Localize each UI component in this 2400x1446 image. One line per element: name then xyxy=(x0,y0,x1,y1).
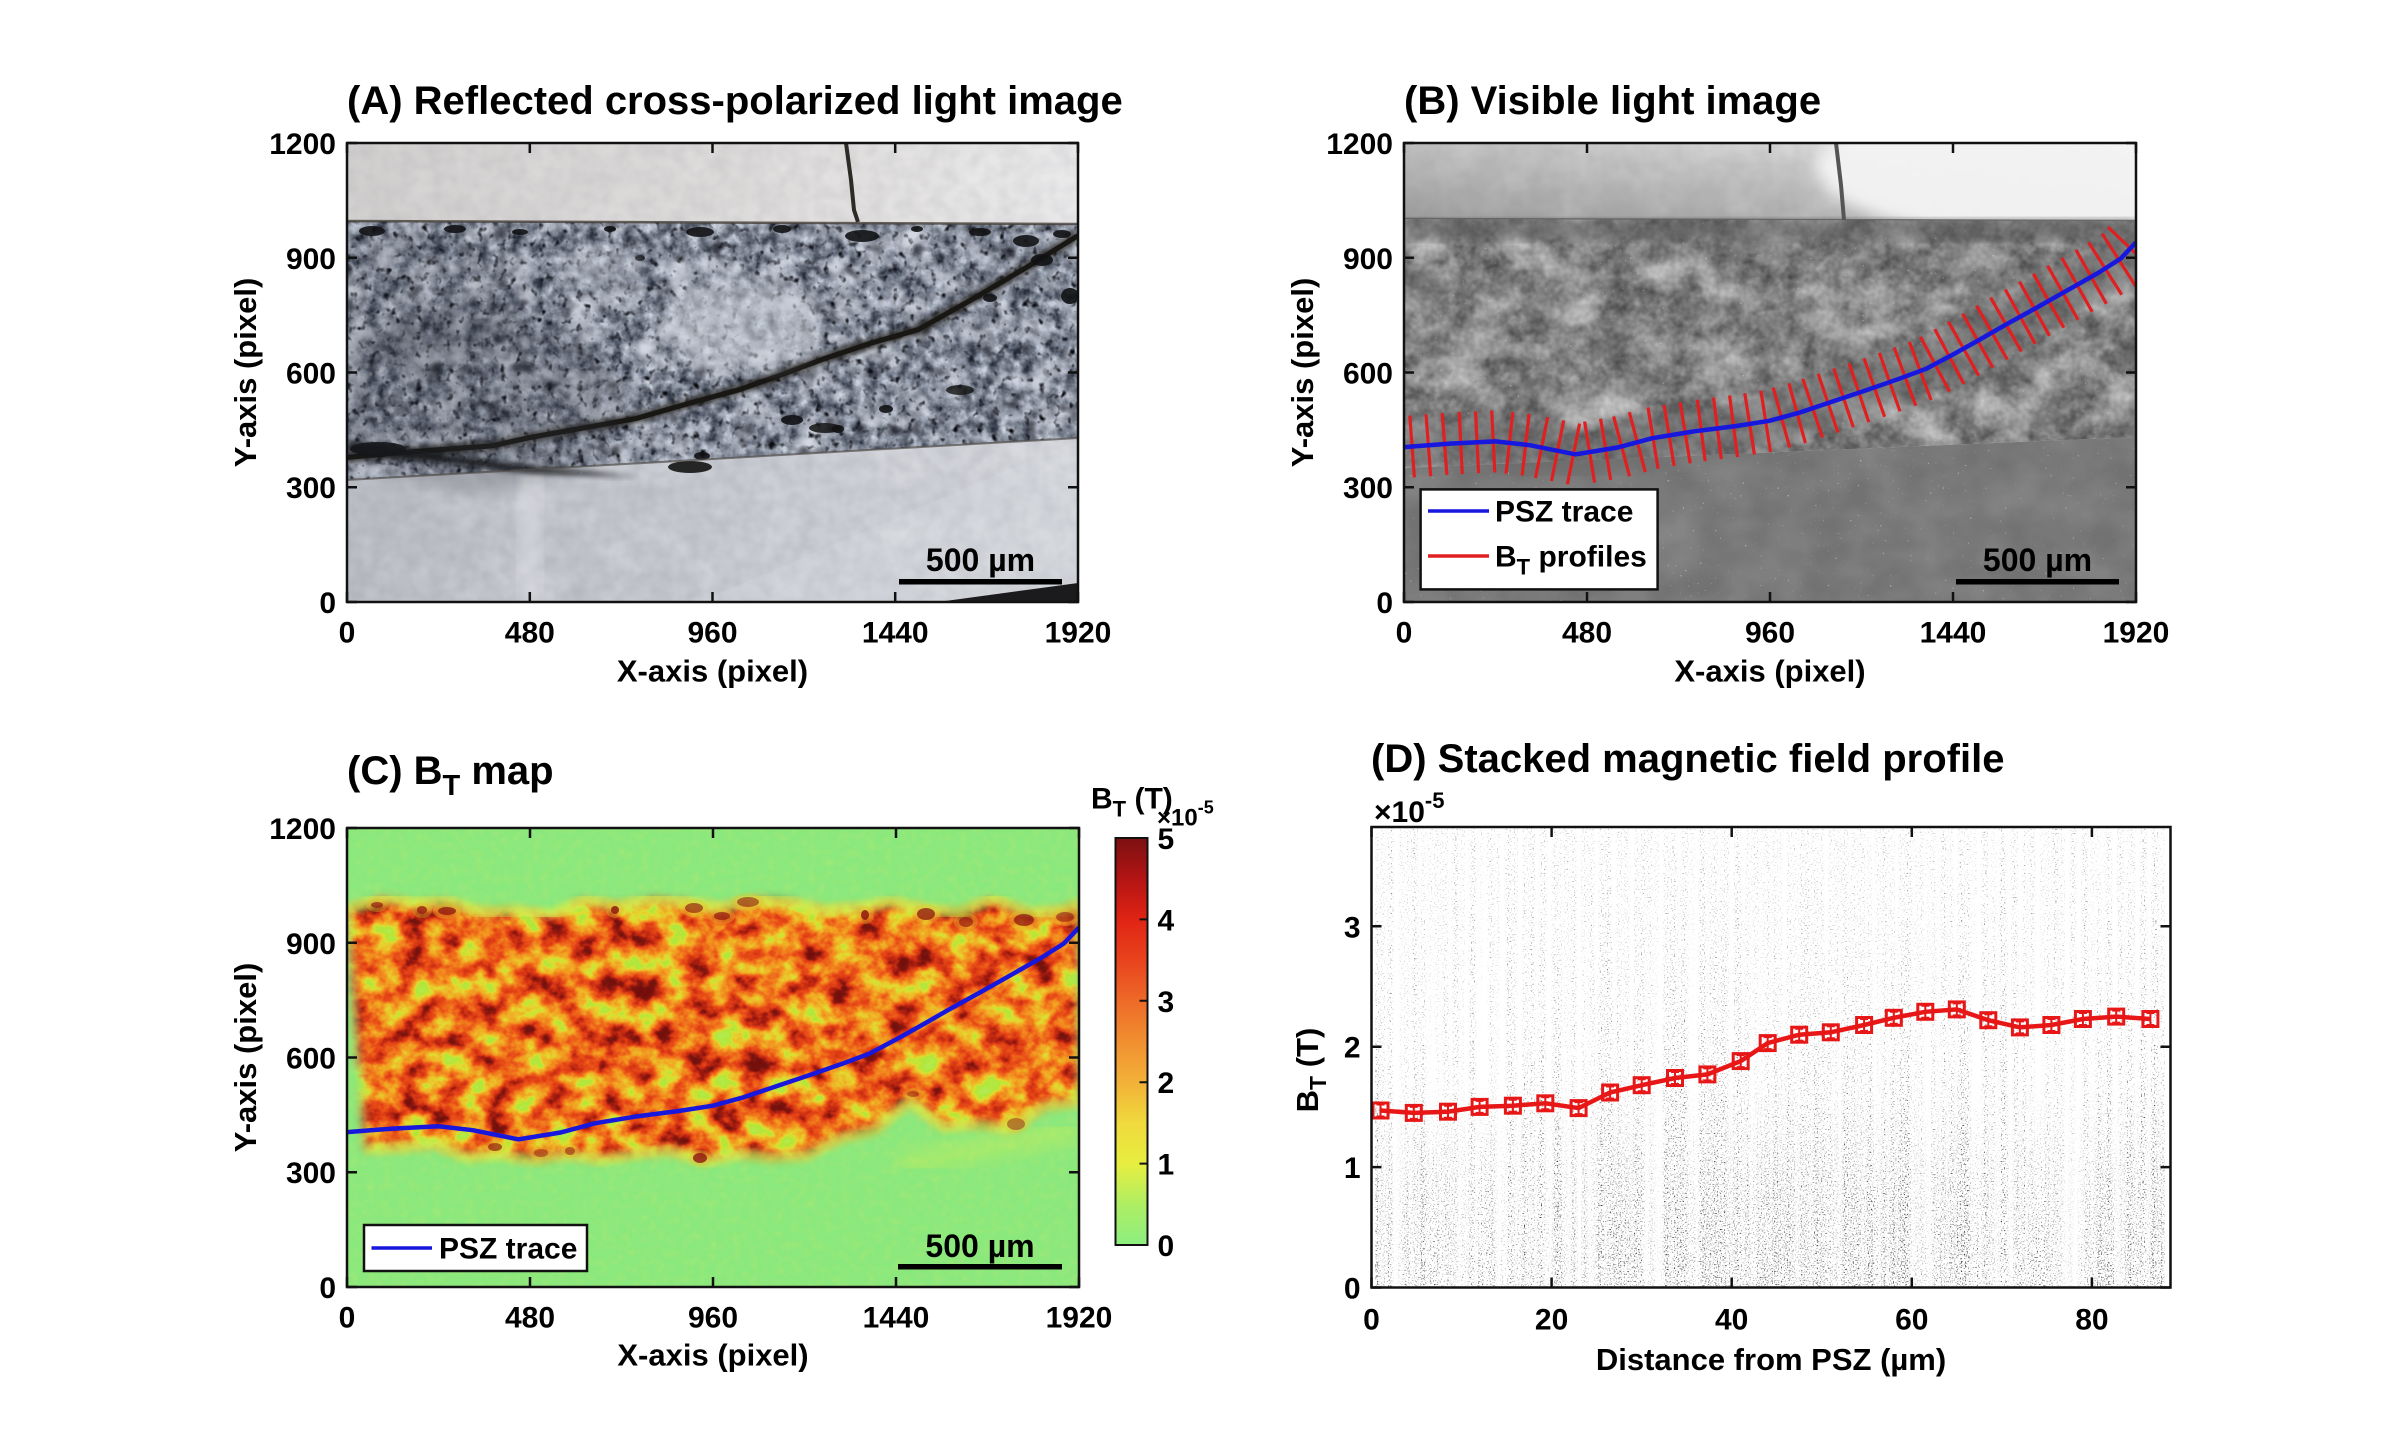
svg-text:3: 3 xyxy=(1344,911,1361,944)
svg-text:X-axis (pixel): X-axis (pixel) xyxy=(617,1338,808,1373)
svg-text:4: 4 xyxy=(1158,904,1175,937)
svg-text:2: 2 xyxy=(1158,1067,1175,1100)
svg-text:PSZ trace: PSZ trace xyxy=(1495,496,1633,529)
svg-text:Y-axis (pixel): Y-axis (pixel) xyxy=(228,278,263,468)
svg-text:BT (T): BT (T) xyxy=(1290,1028,1331,1113)
svg-text:X-axis (pixel): X-axis (pixel) xyxy=(617,654,808,689)
svg-text:Y-axis (pixel): Y-axis (pixel) xyxy=(228,963,263,1153)
svg-text:0: 0 xyxy=(319,1272,336,1305)
svg-text:300: 300 xyxy=(1343,472,1393,505)
svg-text:1440: 1440 xyxy=(1920,617,1987,650)
svg-text:960: 960 xyxy=(688,1302,738,1335)
svg-text:600: 600 xyxy=(286,1043,336,1076)
svg-text:0: 0 xyxy=(1376,587,1393,620)
svg-text:0: 0 xyxy=(319,587,336,620)
svg-text:0: 0 xyxy=(339,1302,356,1335)
svg-text:Y-axis (pixel): Y-axis (pixel) xyxy=(1285,278,1320,468)
svg-text:PSZ trace: PSZ trace xyxy=(439,1233,577,1266)
svg-text:1440: 1440 xyxy=(862,617,929,650)
svg-text:0: 0 xyxy=(339,617,356,650)
svg-text:(A) Reflected cross-polarized: (A) Reflected cross-polarized light imag… xyxy=(347,79,1123,123)
svg-text:X-axis (pixel): X-axis (pixel) xyxy=(1674,654,1865,689)
svg-text:1200: 1200 xyxy=(269,813,336,846)
svg-text:3: 3 xyxy=(1158,986,1175,1019)
svg-text:0: 0 xyxy=(1363,1304,1380,1337)
svg-text:80: 80 xyxy=(2075,1304,2108,1337)
svg-text:20: 20 xyxy=(1535,1304,1568,1337)
svg-text:500 µm: 500 µm xyxy=(926,542,1035,578)
svg-text:900: 900 xyxy=(286,243,336,276)
svg-text:480: 480 xyxy=(1562,617,1612,650)
svg-text:300: 300 xyxy=(286,1157,336,1190)
svg-text:1920: 1920 xyxy=(1045,617,1112,650)
svg-text:600: 600 xyxy=(1343,358,1393,391)
svg-text:960: 960 xyxy=(1745,617,1795,650)
svg-text:Distance from PSZ (µm): Distance from PSZ (µm) xyxy=(1596,1342,1946,1377)
svg-text:BT (T): BT (T) xyxy=(1091,783,1173,822)
svg-text:(D) Stacked magnetic field pro: (D) Stacked magnetic field profile xyxy=(1371,737,2004,781)
svg-text:40: 40 xyxy=(1715,1304,1748,1337)
svg-text:480: 480 xyxy=(505,617,555,650)
svg-text:300: 300 xyxy=(286,472,336,505)
svg-text:0: 0 xyxy=(1344,1273,1361,1306)
svg-text:1920: 1920 xyxy=(1046,1302,1113,1335)
svg-text:2: 2 xyxy=(1344,1032,1361,1065)
svg-text:0: 0 xyxy=(1158,1230,1175,1263)
svg-text:500 µm: 500 µm xyxy=(925,1228,1034,1264)
svg-text:500 µm: 500 µm xyxy=(1983,542,2092,578)
svg-text:(B) Visible light image: (B) Visible light image xyxy=(1404,79,1821,123)
svg-text:600: 600 xyxy=(286,358,336,391)
svg-text:60: 60 xyxy=(1895,1304,1928,1337)
svg-text:1: 1 xyxy=(1344,1152,1361,1185)
svg-text:480: 480 xyxy=(505,1302,555,1335)
svg-text:1440: 1440 xyxy=(863,1302,930,1335)
svg-text:1200: 1200 xyxy=(1326,128,1393,161)
svg-text:1: 1 xyxy=(1158,1149,1175,1182)
svg-text:1200: 1200 xyxy=(269,128,336,161)
svg-text:5: 5 xyxy=(1158,823,1175,856)
svg-text:1920: 1920 xyxy=(2103,617,2170,650)
svg-text:900: 900 xyxy=(1343,243,1393,276)
svg-text:0: 0 xyxy=(1396,617,1413,650)
svg-text:960: 960 xyxy=(687,617,737,650)
svg-text:900: 900 xyxy=(286,928,336,961)
